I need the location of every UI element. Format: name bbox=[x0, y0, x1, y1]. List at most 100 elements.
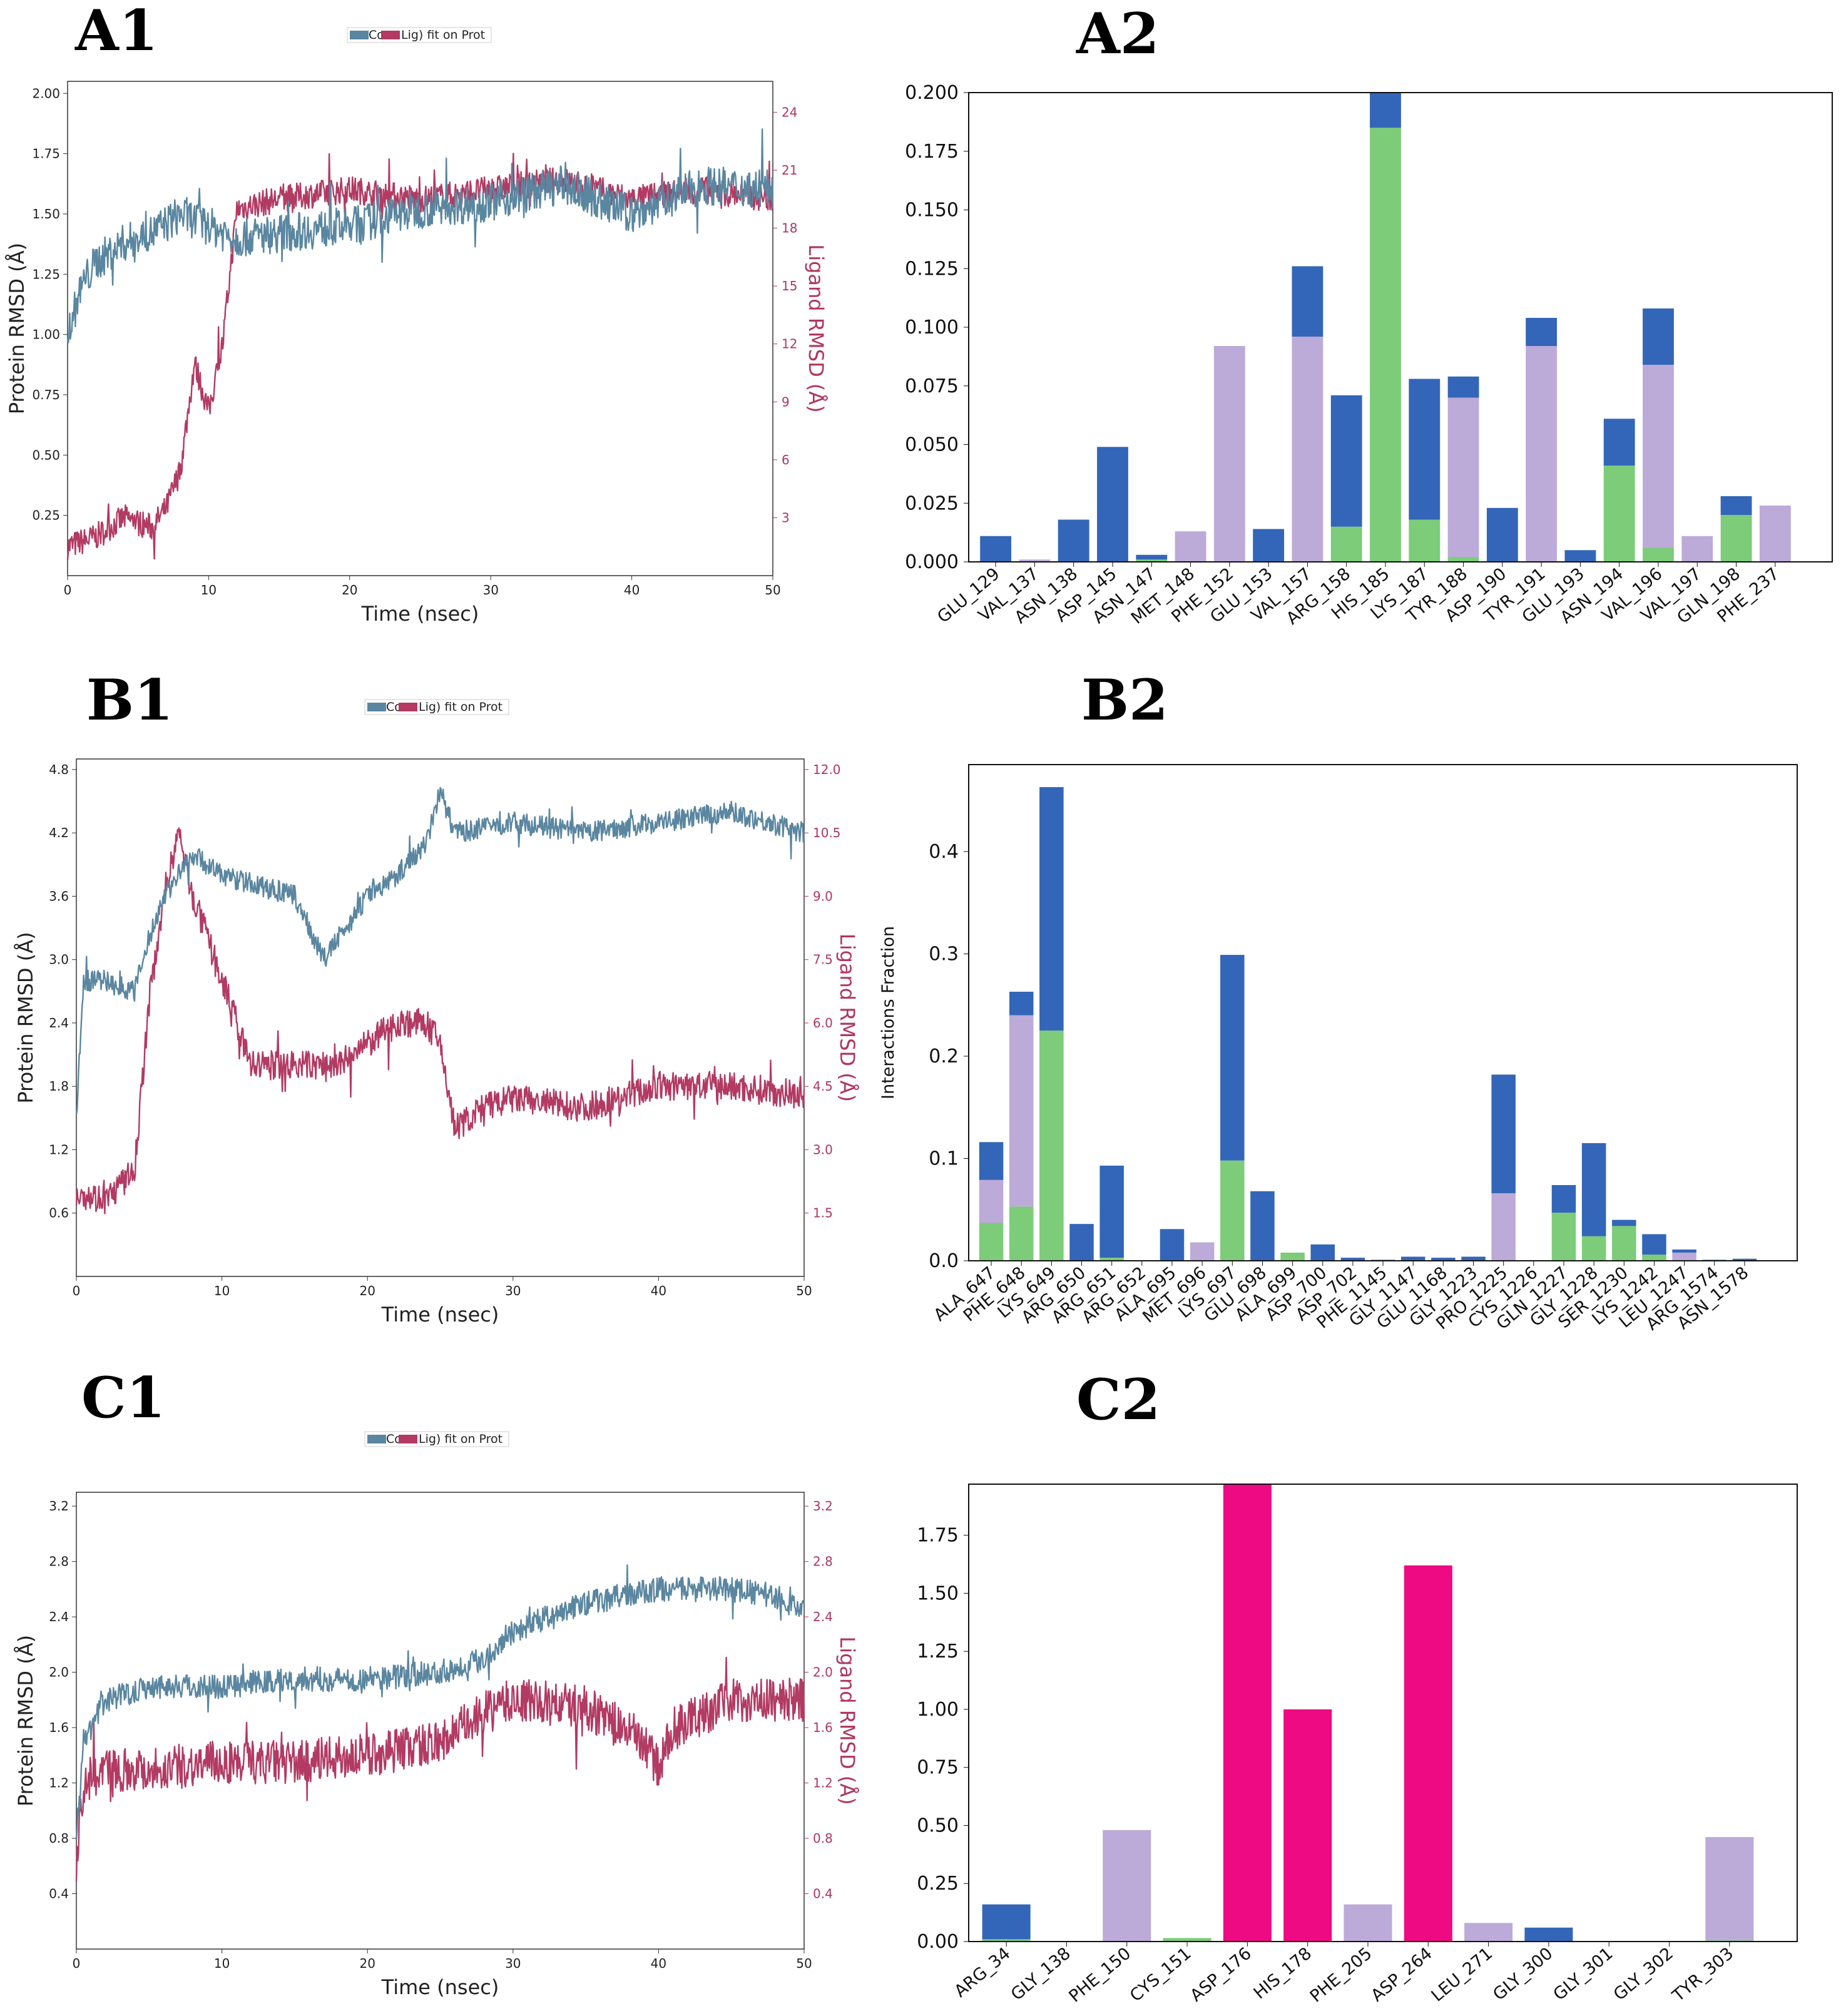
bar-water bbox=[1213, 346, 1245, 562]
y-tick-label: 2.0 bbox=[49, 1665, 69, 1680]
legend-protein-label: Cα bbox=[386, 1432, 402, 1446]
chart-A2: A2GLU_129VAL_137ASN_138ASP_145ASN_147MET… bbox=[905, 1, 1833, 629]
bar-hbond bbox=[982, 1904, 1031, 1940]
y-tick-label: 0.200 bbox=[905, 82, 959, 104]
y2-tick-label: 9.0 bbox=[813, 888, 833, 904]
legend-protein-label: Cα bbox=[386, 700, 402, 714]
y-tick-label: 0.2 bbox=[929, 1046, 959, 1067]
chart-B2: B2ALA_647PHE_648LYS_649ARG_650ARG_651ARG… bbox=[879, 667, 1798, 1335]
panel-label-C1: C1 bbox=[81, 1365, 165, 1431]
legend-box bbox=[364, 1431, 509, 1447]
bar-hbond bbox=[1292, 266, 1323, 337]
legend-box bbox=[364, 699, 509, 715]
bar-hydrophobic bbox=[1163, 1938, 1211, 1942]
legend-ligand-swatch bbox=[399, 1435, 417, 1443]
y2-tick-label: 9 bbox=[782, 394, 790, 409]
chart-C1: C1 Cα Lig) fit on Prot 0 10 20 30 40 50 0.4 0.8 1.2… bbox=[14, 1365, 859, 1999]
bar-water bbox=[1705, 1837, 1754, 1941]
bar-hbond bbox=[1612, 1219, 1636, 1226]
y-tick-label: 1.8 bbox=[49, 1079, 69, 1094]
bar-hbond bbox=[1431, 1258, 1456, 1261]
y2-tick-label: 15 bbox=[782, 278, 797, 293]
y-tick-label: 4.8 bbox=[49, 762, 69, 777]
bar-hbond bbox=[1732, 1258, 1757, 1261]
x-tick-label: 0 bbox=[73, 1283, 81, 1298]
x-tick-label: 10 bbox=[201, 583, 217, 598]
bar-hydrophobic bbox=[1039, 1031, 1064, 1261]
x-axis-label: Time (nsec) bbox=[381, 1975, 499, 1999]
bar-water bbox=[1009, 1015, 1034, 1207]
x-axis-label: Time (nsec) bbox=[381, 1303, 499, 1326]
bar-hbond bbox=[1409, 379, 1441, 520]
bar-hydrophobic bbox=[1280, 1252, 1305, 1261]
bar-hbond bbox=[1491, 1074, 1516, 1194]
ligand-rmsd-line bbox=[75, 827, 805, 1214]
x-tick-label: LEU_271 bbox=[1428, 1944, 1496, 2006]
bar-hbond bbox=[1524, 1927, 1573, 1942]
legend-protein-label: Cα bbox=[369, 28, 385, 42]
x-tick-label: PHE_205 bbox=[1307, 1944, 1376, 2007]
plot-frame bbox=[76, 1492, 805, 1950]
y2-tick-label: 3.0 bbox=[813, 1142, 833, 1157]
bar-hbond bbox=[1250, 1191, 1275, 1261]
bar-hbond bbox=[1447, 376, 1479, 398]
bar-hbond bbox=[1069, 1224, 1094, 1261]
y-tick-label: 1.75 bbox=[917, 1525, 959, 1547]
y-tick-label: 0.4 bbox=[49, 1886, 69, 1901]
x-tick-label: HIS_178 bbox=[1250, 1944, 1316, 2003]
y-tick-label: 0.025 bbox=[905, 492, 959, 514]
x-axis-label: Time (nsec) bbox=[361, 602, 479, 626]
y2-tick-label: 3 bbox=[782, 510, 790, 525]
legend-ligand-label: Lig) fit on Prot bbox=[401, 28, 485, 42]
y-tick-label: 0.6 bbox=[49, 1206, 69, 1221]
bar-water bbox=[1190, 1242, 1215, 1261]
protein-rmsd-line bbox=[66, 128, 774, 344]
y-tick-label: 0.000 bbox=[905, 551, 959, 573]
bar-hbond bbox=[1097, 447, 1128, 562]
bar-hydrophobic bbox=[1643, 547, 1674, 562]
y-tick-label: 0.050 bbox=[905, 434, 959, 456]
bar-hydrophobic bbox=[1099, 1258, 1124, 1261]
y-tick-label: 0.00 bbox=[917, 1931, 959, 1953]
chart-B1: B1 Cα Lig) fit on Prot 0 10 20 30 40 50 0.6 1.2 1.8… bbox=[14, 667, 859, 1326]
x-tick-label: 20 bbox=[359, 1283, 375, 1298]
bar-hbond bbox=[1340, 1258, 1365, 1261]
bar-ionic bbox=[1404, 1565, 1452, 1942]
bar-hbond bbox=[1486, 507, 1518, 562]
y-tick-label: 0.75 bbox=[32, 387, 60, 402]
legend-ligand-swatch bbox=[399, 703, 417, 711]
legend-ligand-label: Lig) fit on Prot bbox=[419, 700, 502, 714]
bar-hbond bbox=[1720, 496, 1752, 515]
bar-water bbox=[1643, 365, 1674, 548]
x-tick-label: 20 bbox=[359, 1956, 375, 1971]
y2-tick-label: 1.6 bbox=[813, 1720, 833, 1735]
y2-tick-label: 0.8 bbox=[813, 1831, 833, 1846]
legend-protein-swatch bbox=[367, 703, 386, 711]
y-tick-label: 3.0 bbox=[49, 952, 69, 967]
bar-hydrophobic bbox=[979, 1223, 1004, 1261]
y-tick-label: 1.2 bbox=[49, 1776, 69, 1791]
bar-hbond bbox=[1581, 1143, 1606, 1236]
bar-ionic bbox=[1223, 1484, 1272, 1942]
legend-B1: Cα Lig) fit on Prot bbox=[364, 699, 509, 715]
y2-tick-label: 1.5 bbox=[813, 1206, 833, 1221]
x-tick-label: 50 bbox=[796, 1956, 812, 1971]
bar-hbond bbox=[1039, 787, 1064, 1031]
bar-hbond bbox=[1400, 1256, 1425, 1261]
y-tick-label: 4.2 bbox=[49, 825, 69, 840]
legend-A1: Cα Lig) fit on Prot bbox=[347, 27, 492, 43]
panel-label-C2: C2 bbox=[1076, 1367, 1160, 1433]
bar-hbond bbox=[1461, 1256, 1486, 1261]
bar-hydrophobic bbox=[1220, 1160, 1245, 1261]
bar-hbond bbox=[1220, 955, 1245, 1161]
y-tick-label: 0.50 bbox=[917, 1815, 959, 1836]
chart-A1: A1 Cα Lig) fit on Prot 0 10 20 30 40 50 0.25 0.50 0… bbox=[5, 0, 828, 626]
y2-tick-label: 24 bbox=[782, 104, 797, 120]
y2-tick-label: 0.4 bbox=[813, 1886, 833, 1901]
bar-hydrophobic bbox=[1581, 1236, 1606, 1261]
legend-ligand-label: Lig) fit on Prot bbox=[419, 1432, 502, 1446]
y2-tick-label: 1.2 bbox=[813, 1776, 833, 1791]
bar-water bbox=[1447, 397, 1479, 557]
y2-tick-label: 18 bbox=[782, 221, 797, 236]
